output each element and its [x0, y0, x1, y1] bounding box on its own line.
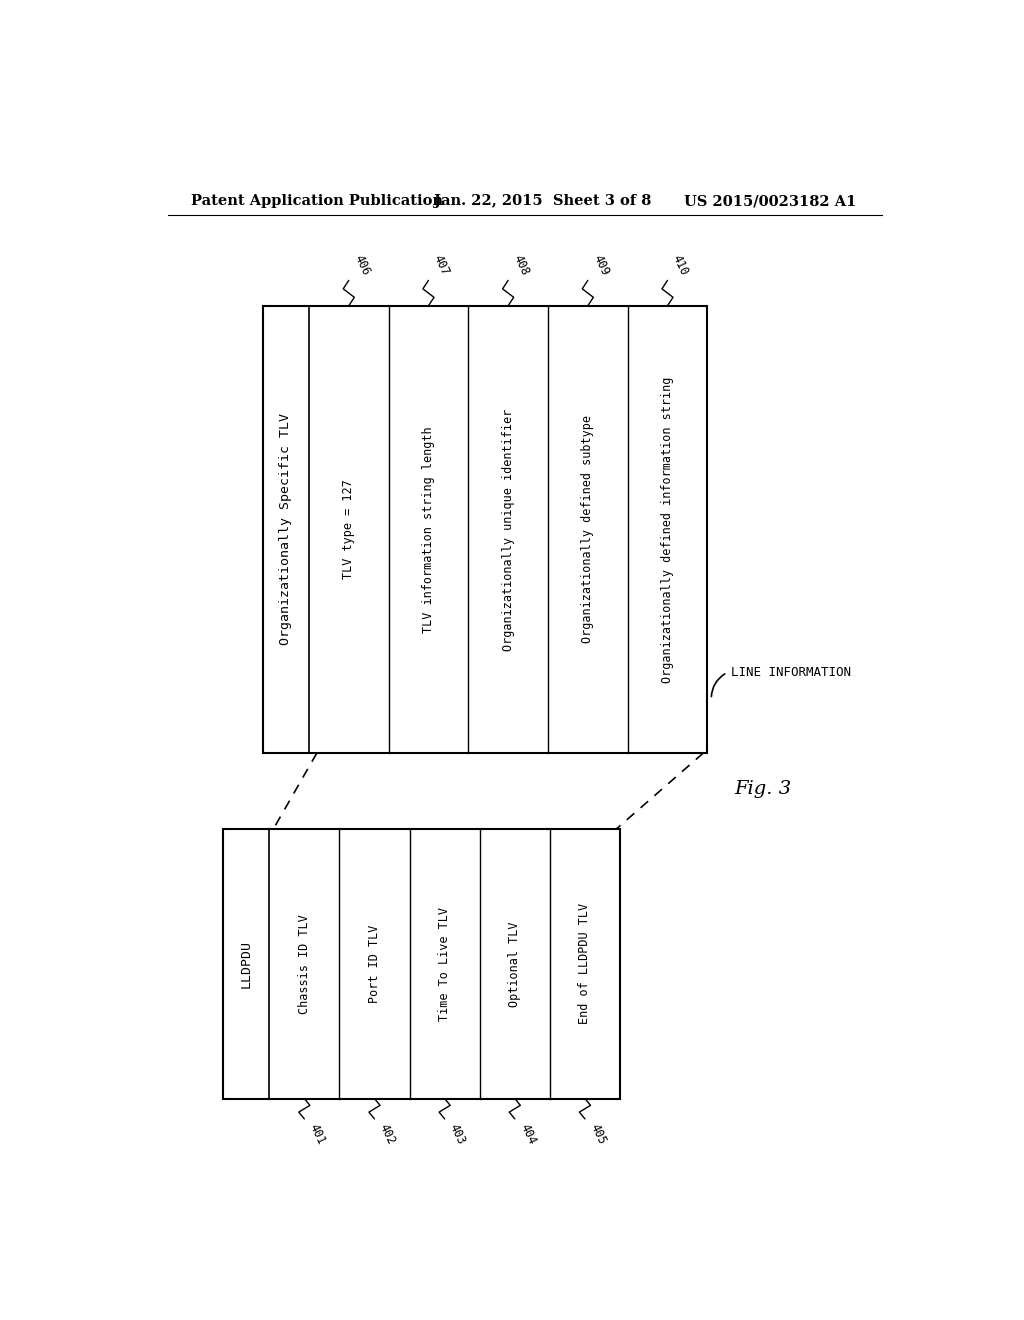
Text: Organizationally unique identifier: Organizationally unique identifier — [502, 408, 515, 651]
Text: 402: 402 — [377, 1122, 397, 1147]
Text: Organizationally defined information string: Organizationally defined information str… — [660, 376, 674, 682]
Text: 408: 408 — [511, 252, 531, 277]
Text: Fig. 3: Fig. 3 — [734, 780, 792, 797]
Text: 404: 404 — [517, 1122, 538, 1147]
Bar — [223, 829, 621, 1098]
Text: End of LLDPDU TLV: End of LLDPDU TLV — [579, 903, 592, 1024]
Text: 405: 405 — [588, 1122, 608, 1147]
Bar — [263, 306, 708, 752]
Text: Jan. 22, 2015  Sheet 3 of 8: Jan. 22, 2015 Sheet 3 of 8 — [433, 194, 651, 209]
Text: 410: 410 — [670, 252, 690, 277]
Text: US 2015/0023182 A1: US 2015/0023182 A1 — [684, 194, 856, 209]
Text: Organizationally Specific TLV: Organizationally Specific TLV — [280, 413, 293, 645]
Text: Time To Live TLV: Time To Live TLV — [438, 907, 452, 1020]
Text: LINE INFORMATION: LINE INFORMATION — [731, 667, 851, 678]
Text: Patent Application Publication: Patent Application Publication — [191, 194, 443, 209]
Text: Optional TLV: Optional TLV — [508, 921, 521, 1007]
Text: TLV type = 127: TLV type = 127 — [342, 479, 355, 579]
Text: 401: 401 — [307, 1122, 328, 1147]
Text: Organizationally defined subtype: Organizationally defined subtype — [582, 416, 594, 643]
Text: LLDPDU: LLDPDU — [240, 940, 253, 987]
Text: Port ID TLV: Port ID TLV — [368, 925, 381, 1003]
Text: Chassis ID TLV: Chassis ID TLV — [298, 913, 311, 1014]
Text: 403: 403 — [447, 1122, 468, 1147]
Text: 407: 407 — [431, 252, 452, 277]
Text: 409: 409 — [590, 252, 611, 277]
Text: TLV information string length: TLV information string length — [422, 426, 435, 632]
Text: 406: 406 — [351, 252, 372, 277]
